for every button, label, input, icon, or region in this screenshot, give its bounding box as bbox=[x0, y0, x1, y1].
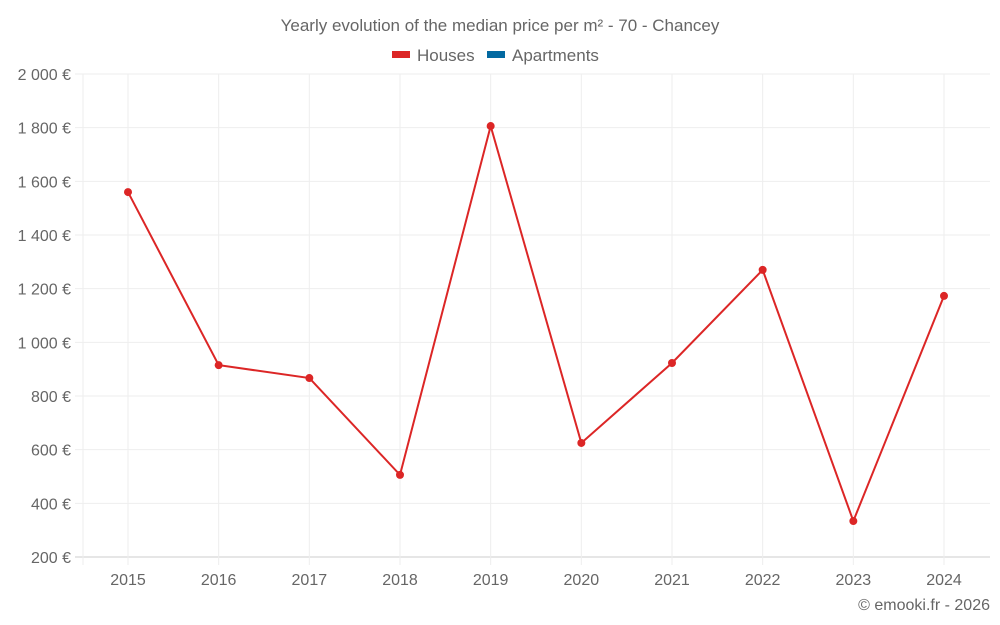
data-point bbox=[124, 188, 132, 197]
legend-swatch-apartments bbox=[487, 51, 505, 58]
data-point bbox=[668, 358, 676, 367]
credit: © emooki.fr - 2026 bbox=[858, 597, 990, 614]
y-tick-label: 1 400 € bbox=[18, 228, 71, 245]
chart-title: Yearly evolution of the median price per… bbox=[281, 16, 720, 35]
x-tick-label: 2023 bbox=[836, 572, 872, 589]
x-tick-label: 2021 bbox=[654, 572, 690, 589]
y-tick-label: 1 600 € bbox=[18, 174, 71, 191]
legend-item-apartments[interactable]: Apartments bbox=[487, 46, 599, 65]
x-tick-label: 2020 bbox=[564, 572, 600, 589]
data-point bbox=[577, 438, 586, 447]
y-tick-label: 200 € bbox=[31, 550, 71, 567]
legend-swatch-houses bbox=[392, 51, 410, 58]
data-point bbox=[305, 374, 314, 383]
y-tick-label: 2 000 € bbox=[18, 67, 71, 84]
y-tick-label: 400 € bbox=[31, 496, 71, 513]
x-tick-label: 2015 bbox=[110, 572, 146, 589]
legend-item-houses[interactable]: Houses bbox=[392, 46, 475, 65]
y-tick-label: 1 200 € bbox=[18, 282, 71, 299]
legend: Houses Apartments bbox=[392, 46, 599, 65]
x-tick-label: 2024 bbox=[926, 572, 962, 589]
data-point bbox=[486, 122, 495, 131]
x-tick-label: 2016 bbox=[201, 572, 237, 589]
data-point bbox=[758, 265, 767, 274]
y-tick-label: 600 € bbox=[31, 443, 71, 460]
x-tick-label: 2018 bbox=[382, 572, 418, 589]
x-tick-label: 2022 bbox=[745, 572, 781, 589]
data-point bbox=[214, 361, 223, 370]
y-tick-label: 800 € bbox=[31, 389, 71, 406]
data-point bbox=[849, 517, 858, 526]
y-tick-label: 1 800 € bbox=[18, 121, 71, 138]
legend-label-houses: Houses bbox=[417, 46, 475, 65]
data-point bbox=[940, 291, 948, 300]
series-line-houses bbox=[127, 122, 945, 524]
y-tick-label: 1 000 € bbox=[18, 335, 71, 352]
x-tick-label: 2019 bbox=[473, 572, 509, 589]
legend-label-apartments: Apartments bbox=[512, 46, 599, 65]
data-point bbox=[396, 470, 404, 479]
x-tick-label: 2017 bbox=[292, 572, 328, 589]
